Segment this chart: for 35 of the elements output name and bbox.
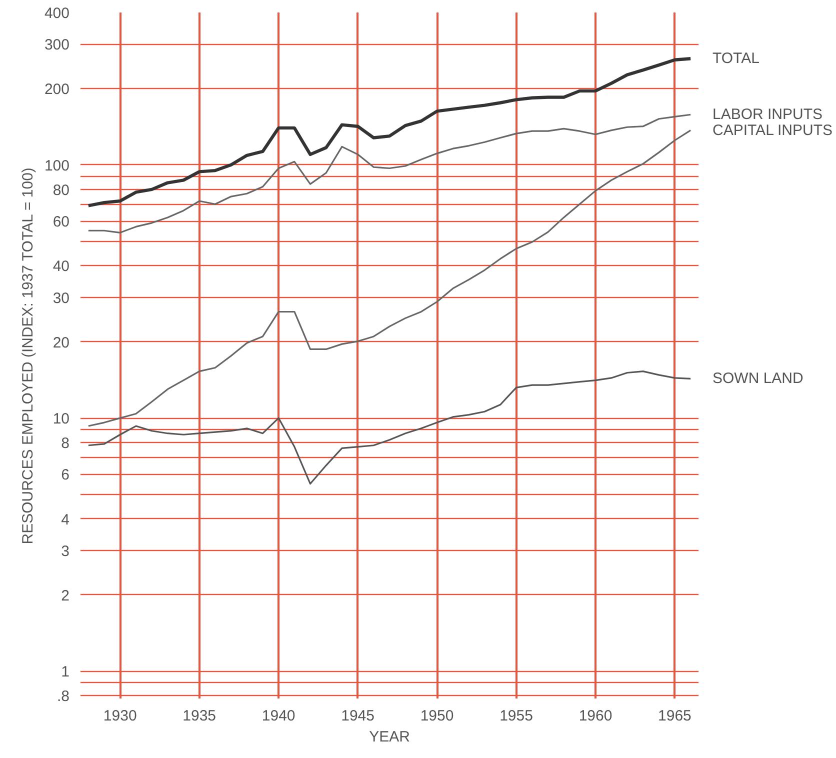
x-axis-title: YEAR <box>369 728 410 746</box>
x-tick-label: 1960 <box>578 708 612 724</box>
x-tick-label: 1945 <box>341 708 374 724</box>
y-tick-label: 40 <box>52 258 70 276</box>
y-tick-label: 3 <box>61 542 70 560</box>
y-tick-label: 20 <box>52 334 70 352</box>
line-series <box>88 129 692 427</box>
y-tick-label: 2 <box>61 587 70 604</box>
x-tick-label: 1955 <box>500 708 533 724</box>
y-tick-label: 80 <box>52 182 70 199</box>
series-label: CAPITAL INPUTS <box>712 122 833 139</box>
x-tick-label: 1935 <box>182 708 216 724</box>
y-tick-label: 30 <box>52 290 70 307</box>
y-tick-label: 300 <box>44 36 70 54</box>
y-tick-label: 200 <box>44 81 70 98</box>
series-label: SOWN LAND <box>712 370 804 388</box>
x-tick-label: 1930 <box>103 708 137 724</box>
y-tick-label: 6 <box>61 466 70 484</box>
y-axis-title: RESOURCES EMPLOYED (INDEX: 1937 TOTAL = 100) <box>19 168 36 544</box>
series-label: LABOR INPUTS <box>712 106 823 124</box>
line-series <box>86 57 692 208</box>
y-tick-label: 4 <box>61 511 70 528</box>
x-tick-label: 1950 <box>420 708 454 724</box>
y-tick-label: 100 <box>44 157 70 174</box>
y-tick-label: 400 <box>44 5 70 22</box>
series-label: TOTAL <box>712 50 760 68</box>
x-tick-label: 1965 <box>658 708 692 724</box>
line-series <box>88 114 692 234</box>
y-tick-label: .8 <box>56 688 70 706</box>
y-tick-label: 8 <box>61 435 70 452</box>
x-tick-label: 1940 <box>262 708 296 724</box>
y-tick-label: 1 <box>61 664 70 681</box>
y-tick-label: 10 <box>52 410 70 428</box>
y-tick-label: 60 <box>52 214 70 231</box>
line-series <box>88 370 692 485</box>
